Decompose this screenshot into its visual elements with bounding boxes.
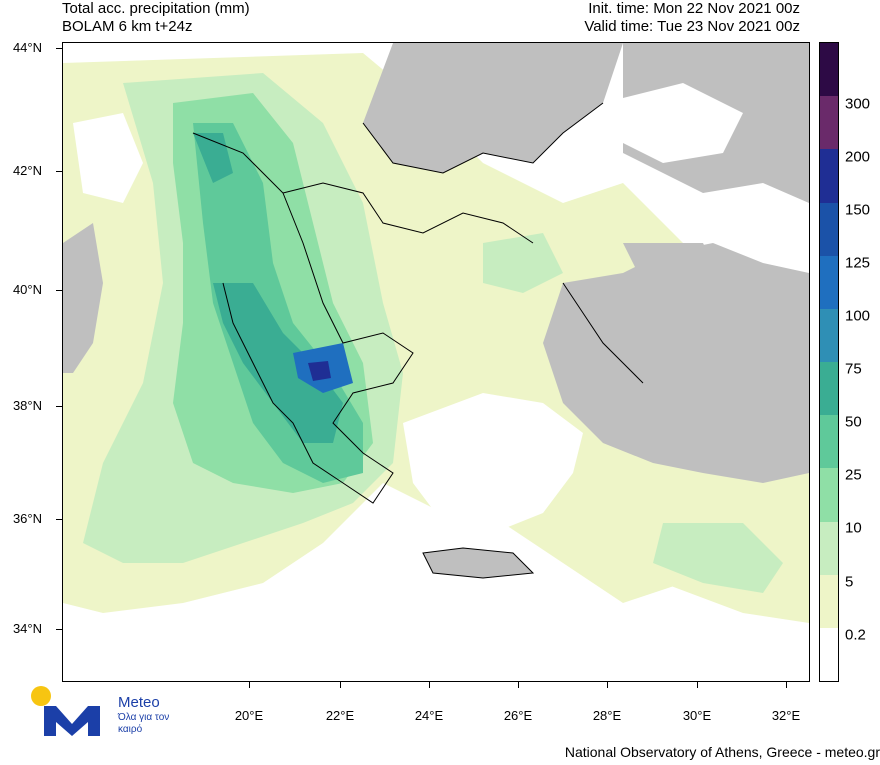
borders: [192, 102, 644, 579]
legend-swatch: [820, 255, 838, 309]
legend-label-5: 5: [845, 573, 854, 591]
legend-swatch: [820, 362, 838, 416]
valid-time: Valid time: Tue 23 Nov 2021 00z: [584, 18, 800, 35]
lon-tick: [786, 682, 787, 688]
precip-legend: [819, 42, 839, 682]
legend-label-0.2: 0.2: [845, 626, 866, 644]
precipitation-map: [62, 42, 810, 682]
legend-label-50: 50: [845, 413, 862, 431]
title-line-2: BOLAM 6 km t+24z: [62, 18, 193, 35]
legend-label-25: 25: [845, 466, 862, 484]
lat-label-34: 34°N: [12, 621, 42, 636]
legend-swatch: [820, 521, 838, 575]
legend-swatch: [820, 149, 838, 203]
lon-label-26: 26°E: [503, 708, 533, 723]
legend-swatch: [820, 627, 838, 681]
init-time: Init. time: Mon 22 Nov 2021 00z: [588, 0, 800, 17]
lon-label-28: 28°E: [592, 708, 622, 723]
meteo-logo: [31, 686, 100, 736]
legend-swatch: [820, 415, 838, 469]
map-canvas: [63, 43, 809, 623]
m-mark-icon: [44, 706, 100, 736]
legend-label-200: 200: [845, 148, 871, 166]
lon-tick: [607, 682, 608, 688]
title-line-1: Total acc. precipitation (mm): [62, 0, 250, 17]
lat-tick: [56, 290, 62, 291]
legend-label-10: 10: [845, 519, 862, 537]
lon-label-24: 24°E: [414, 708, 444, 723]
legend-label-125: 125: [845, 254, 871, 272]
lat-tick: [56, 519, 62, 520]
lon-label-20: 20°E: [234, 708, 264, 723]
lon-label-32: 32°E: [771, 708, 801, 723]
legend-swatch: [820, 468, 838, 522]
lat-label-36: 36°N: [12, 511, 42, 526]
lon-tick: [697, 682, 698, 688]
precip-200: [308, 361, 331, 381]
legend-label-150: 150: [845, 201, 871, 219]
sun-icon: [31, 686, 51, 706]
lat-tick: [56, 171, 62, 172]
legend-swatch: [820, 96, 838, 150]
legend-swatch: [820, 43, 838, 97]
lat-tick: [56, 48, 62, 49]
legend-label-75: 75: [845, 360, 862, 378]
legend-swatch: [820, 308, 838, 362]
lat-tick: [56, 629, 62, 630]
lon-tick: [429, 682, 430, 688]
lon-tick: [518, 682, 519, 688]
lat-label-38: 38°N: [12, 398, 42, 413]
logo-tagline: Όλα για τον καιρό: [118, 712, 170, 735]
logo-wordmark: Meteo: [118, 694, 160, 711]
legend-swatch: [820, 202, 838, 256]
lat-tick: [56, 406, 62, 407]
legend-label-100: 100: [845, 307, 871, 325]
lat-label-42: 42°N: [12, 163, 42, 178]
lon-label-30: 30°E: [682, 708, 712, 723]
map-title: Total acc. precipitation (mm) BOLAM 6 km…: [62, 0, 250, 36]
footer-credit: National Observatory of Athens, Greece -…: [564, 744, 880, 760]
time-info: Init. time: Mon 22 Nov 2021 00z Valid ti…: [584, 0, 800, 36]
legend-swatch: [820, 574, 838, 628]
legend-label-300: 300: [845, 95, 871, 113]
lat-label-44: 44°N: [12, 40, 42, 55]
lon-label-22: 22°E: [325, 708, 355, 723]
aegean-sea: [73, 83, 743, 533]
lon-tick: [340, 682, 341, 688]
lat-label-40: 40°N: [12, 282, 42, 297]
lon-tick: [249, 682, 250, 688]
